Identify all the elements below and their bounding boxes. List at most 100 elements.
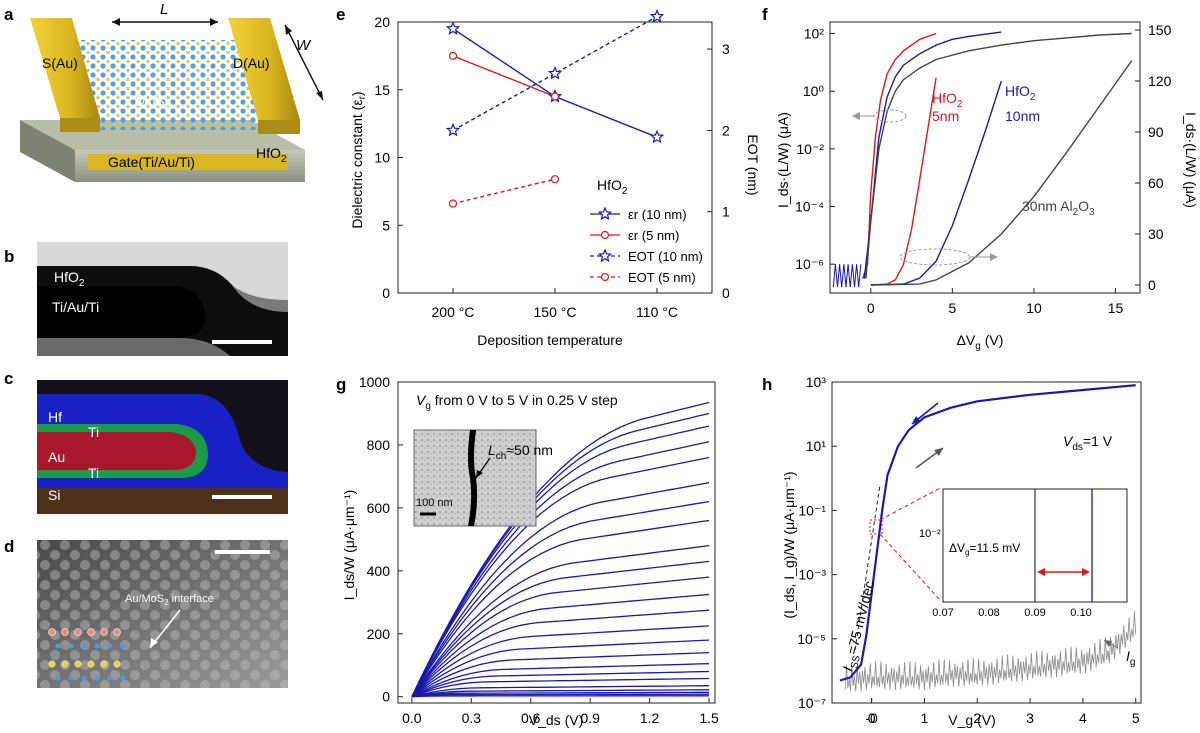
h-xtick-label: 1 <box>921 710 929 726</box>
g-output-curve-18 <box>411 482 710 698</box>
atom-overlay <box>48 628 126 681</box>
g-output-curve-6 <box>411 670 710 698</box>
g-output-curve-1 <box>411 693 710 698</box>
g-output-curve-19 <box>411 456 710 697</box>
substrate-side <box>20 120 75 182</box>
panel-label-a: a <box>4 5 14 24</box>
tem-hfo2-label: HfO2 <box>54 269 85 289</box>
au-atom-dot <box>87 628 95 636</box>
h-xtick-label: -0 <box>865 710 878 726</box>
h-ig-arrowhead <box>1104 640 1112 647</box>
s-atom-dot <box>74 660 82 668</box>
panel-label-c: c <box>4 369 13 388</box>
f-ann-5nm: 5nm <box>932 108 959 124</box>
tem-substrate <box>37 338 230 356</box>
e-ytick-right-label: 0 <box>722 285 730 301</box>
g-output-curve-8 <box>411 651 710 698</box>
e-legend-label: EOT (10 nm) <box>628 249 703 264</box>
e-ytick-right-label: 3 <box>722 41 730 57</box>
mo-atom-dot <box>107 643 113 649</box>
h-zoom-box <box>869 519 883 535</box>
mo-atom-dot <box>55 643 61 649</box>
length-arrowhead-right <box>210 18 218 26</box>
f-plot-frame <box>829 21 1141 294</box>
g-output-curve-4 <box>411 685 710 698</box>
tem-metal-label: Ti/Au/Ti <box>52 299 99 315</box>
f-series-line-0 <box>861 32 937 279</box>
g-output-curve-14 <box>411 560 710 698</box>
e-ytick-left-label: 15 <box>374 82 390 98</box>
panel-f: f 0 5 10 1510⁻⁶10⁻⁴10⁻²10⁰10²0306090120150 … <box>762 5 1199 352</box>
g-title: Vg from 0 V to 5 V in 0.25 V step <box>416 392 618 412</box>
e-xtick-label: 200 °C <box>432 304 475 320</box>
h-xtick-label: 2 <box>973 710 981 726</box>
e-ytick-right-label: 1 <box>722 204 730 220</box>
f-ytick-left-label: 10⁻² <box>796 141 824 157</box>
h-inset-delta-arrowhead-right <box>1082 568 1090 576</box>
h-xtick-label: 0 <box>868 710 876 726</box>
panel-e: e 0 5 10 15 20 0 1 2 3 200 °C 150 °C 110 °C εr (10 n… <box>336 5 761 348</box>
s-atom-dot <box>100 660 108 668</box>
f-ylabel-left: I_ds·(L/W) (μA) <box>775 112 791 208</box>
mo-atom-dot-lower <box>107 675 113 681</box>
g-xlabel: V_ds (V) <box>529 712 583 728</box>
mo-atom-dot-lower <box>68 675 74 681</box>
e-series-line-1 <box>452 55 556 98</box>
e-point-star <box>547 65 563 80</box>
e-ytick-left-label: 0 <box>382 285 390 301</box>
panel-a: a L W S(Au) D(Au) MoS2 Gate(Ti/Au/Ti) Hf… <box>4 1 324 182</box>
panel-label-f: f <box>762 5 768 24</box>
e-point-star <box>649 9 665 23</box>
f-ytick-right-label: 90 <box>1148 124 1164 140</box>
source-label: S(Au) <box>42 55 78 71</box>
h-ids-curve <box>839 384 1136 682</box>
h-arrowhead-up <box>934 448 943 456</box>
source-electrode-side <box>60 118 100 132</box>
h-xlabel: V_g (V) <box>948 712 995 728</box>
gate-label: Gate(Ti/Au/Ti) <box>108 154 195 170</box>
g-output-curve-3 <box>411 689 710 698</box>
drain-label: D(Au) <box>233 55 270 71</box>
panel-h: h -00 1 2 3 4 5 10⁻⁷ 10⁻⁵ 10⁻³ 10⁻¹ 10¹ 10³ (I_ds, … <box>762 374 1142 728</box>
g-output-curve-0 <box>411 695 710 698</box>
f-series-line-5 <box>870 60 1133 286</box>
stem-lattice <box>37 540 288 688</box>
au-atom-dot <box>61 628 69 636</box>
g-ytick-label: 600 <box>367 500 391 516</box>
h-plot-frame <box>831 381 1142 704</box>
g-inset-gap <box>468 430 478 526</box>
h-zoom-line-top <box>879 487 941 521</box>
drain-electrode <box>228 18 300 120</box>
width-arrowhead-bottom <box>316 91 323 100</box>
h-ig-curve <box>844 611 1137 692</box>
e-series-line-0 <box>452 28 658 138</box>
f-series-line-3 <box>870 77 937 286</box>
h-inset-delta-arrowhead-left <box>1037 568 1045 576</box>
e-ytick-left-label: 10 <box>374 150 390 166</box>
f-arrowhead-linear <box>990 253 998 261</box>
g-output-curve-7 <box>411 663 710 698</box>
g-ytick-label: 0 <box>382 689 390 705</box>
e-legend-label: εr (10 nm) <box>628 207 687 222</box>
h-xtick-label: 3 <box>1026 710 1034 726</box>
g-ytick-label: 800 <box>367 437 391 453</box>
mo-atom-dot <box>81 643 87 649</box>
g-xtick-label: 0.3 <box>462 710 482 726</box>
interface-label: Au/MoS2 interface <box>125 593 214 607</box>
h-ytick-label: 10⁻⁵ <box>797 631 826 647</box>
f-xtick-label: 0 <box>867 300 875 316</box>
h-xtick-label: 5 <box>1132 710 1140 726</box>
e-xtick-label: 150 °C <box>534 304 577 320</box>
f-ytick-right-label: 30 <box>1148 226 1164 242</box>
mo-atom-dot <box>94 643 100 649</box>
panel-label-g: g <box>336 375 346 394</box>
f-arrowhead-log <box>852 112 860 120</box>
f-xtick-label: 15 <box>1108 300 1124 316</box>
e-point-circle <box>550 175 560 184</box>
tem-top-region <box>37 242 288 300</box>
g-output-curve-2 <box>411 691 710 698</box>
g-output-curve-15 <box>411 544 710 698</box>
h-ytick-label: 10⁻¹ <box>798 502 826 518</box>
panel-b: b HfO2 Ti/Au/Ti <box>4 242 288 356</box>
mo-atom-dot-lower <box>55 675 61 681</box>
